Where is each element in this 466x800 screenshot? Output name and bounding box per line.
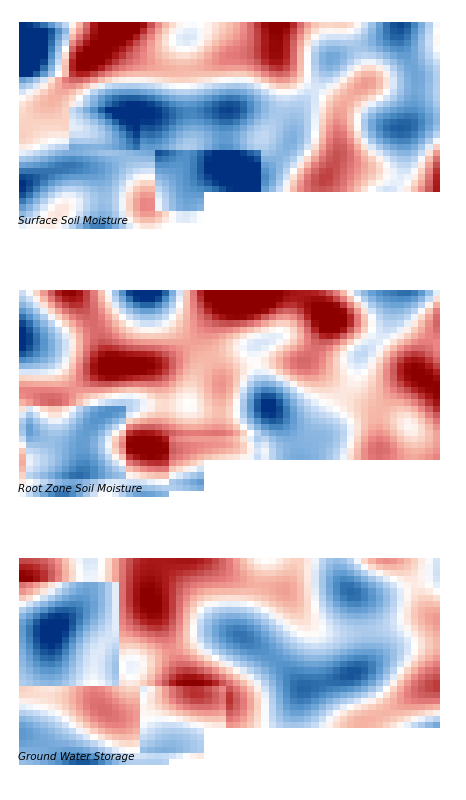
Text: Root Zone Soil Moisture: Root Zone Soil Moisture <box>18 484 143 494</box>
Text: Ground Water Storage: Ground Water Storage <box>18 752 135 762</box>
Text: Surface Soil Moisture: Surface Soil Moisture <box>18 216 128 226</box>
